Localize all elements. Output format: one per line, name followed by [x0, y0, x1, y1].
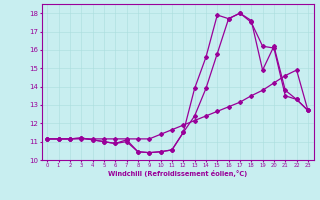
- X-axis label: Windchill (Refroidissement éolien,°C): Windchill (Refroidissement éolien,°C): [108, 170, 247, 177]
